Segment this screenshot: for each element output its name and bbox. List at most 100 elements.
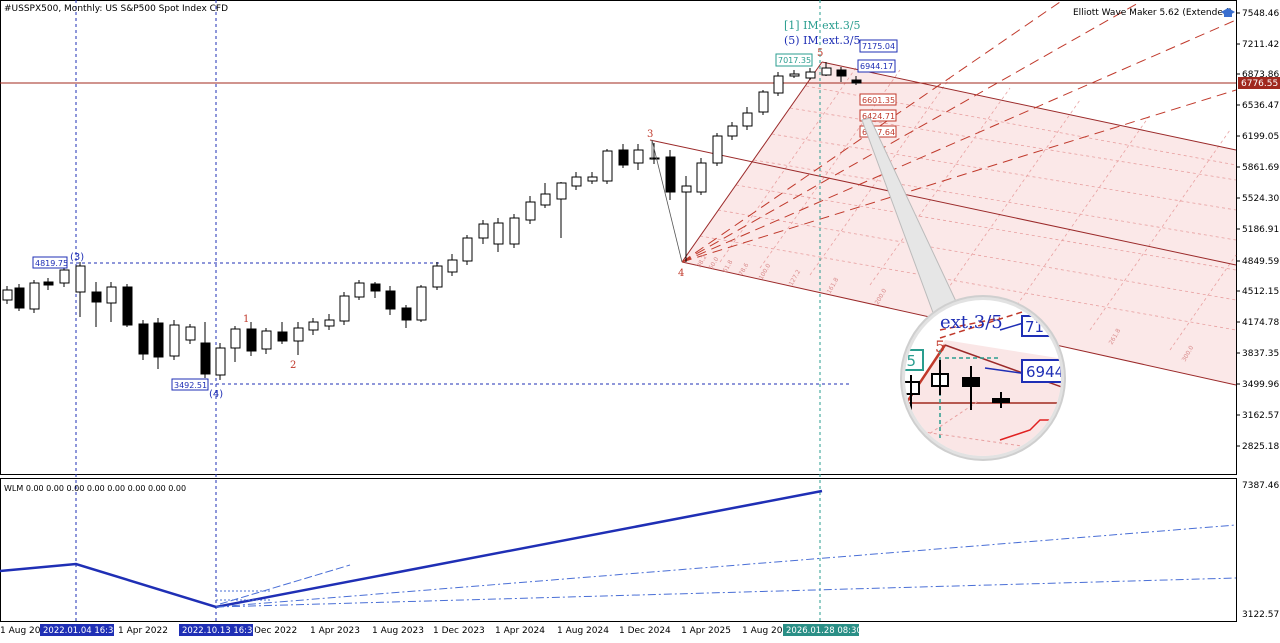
price-tick: 6873.86 (1242, 70, 1279, 80)
candle[interactable] (308, 318, 319, 335)
candle[interactable] (665, 150, 676, 200)
candle[interactable] (556, 182, 567, 238)
candle[interactable] (493, 218, 504, 252)
candle[interactable] (571, 172, 582, 190)
wave-label-red-5: 5 (817, 48, 823, 59)
candle[interactable] (789, 70, 800, 78)
candle[interactable] (602, 149, 613, 184)
candlesticks[interactable] (2, 62, 862, 380)
candle[interactable] (29, 280, 40, 313)
price-tick: 7211.42 (1242, 40, 1279, 50)
candle[interactable] (354, 280, 365, 300)
price-box-target-b: 6944.17 (857, 59, 896, 73)
svg-text:6944.17: 6944.17 (860, 62, 893, 71)
time-tick: 1 Dec 2023 (433, 626, 485, 636)
time-tick: 1 Aug 202 (0, 626, 46, 636)
indicator-panel[interactable] (0, 478, 1237, 622)
current-price-tag: 6776.55 (1238, 77, 1280, 89)
svg-text:6944: 6944 (1026, 363, 1064, 381)
candle[interactable] (277, 322, 288, 344)
candle[interactable] (230, 326, 241, 362)
time-tick: 1 Apr 2024 (495, 626, 545, 636)
price-box-peak: 7017.35 (775, 53, 813, 67)
candle[interactable] (261, 328, 272, 354)
price-tick: 6536.47 (1242, 101, 1279, 111)
candle[interactable] (339, 292, 350, 325)
time-tick: 1 Aug 2023 (372, 626, 424, 636)
wave-label-red-2: 2 (290, 360, 296, 371)
indicator-tick-top: 7387.46 (1242, 481, 1279, 491)
candle[interactable] (712, 133, 723, 166)
price-box-high-3: 4819.75 (32, 256, 68, 269)
time-tick: 1 Aug 2024 (557, 626, 609, 636)
ext-label-1: [1] IM ext.3/5 (784, 19, 861, 32)
candle[interactable] (727, 122, 738, 140)
candle[interactable] (478, 220, 489, 244)
time-highlight-label: 2022.01.04 16:30 (40, 624, 119, 636)
time-tick: 1 Apr 2022 (118, 626, 168, 636)
candle[interactable] (618, 144, 629, 168)
candle[interactable] (43, 278, 54, 290)
candle[interactable] (758, 90, 769, 115)
candle[interactable] (696, 158, 707, 195)
candle[interactable] (821, 62, 832, 76)
candle[interactable] (200, 322, 211, 378)
candle[interactable] (91, 282, 102, 327)
candle[interactable] (106, 282, 117, 322)
wave-label-red-4: 4 (678, 268, 684, 279)
svg-text:5: 5 (935, 337, 945, 356)
candle[interactable] (851, 76, 862, 85)
price-tick: 5186.91 (1242, 225, 1279, 235)
candle[interactable] (385, 286, 396, 315)
candle[interactable] (401, 305, 412, 328)
svg-text:2026.01.28 08:30: 2026.01.28 08:30 (786, 626, 862, 636)
candle[interactable] (59, 265, 70, 287)
time-markers (75, 0, 217, 621)
magnifier-lens: 35 6944 71 ext.3/5 5 (900, 295, 1066, 461)
candle[interactable] (447, 254, 458, 276)
candle[interactable] (587, 172, 598, 184)
candle[interactable] (681, 176, 692, 262)
candle[interactable] (153, 318, 164, 369)
candle[interactable] (75, 262, 86, 317)
candle[interactable] (540, 183, 551, 208)
svg-text:7017.35: 7017.35 (778, 56, 811, 65)
ea-title: Elliott Wave Maker 5.62 (Extended) (1073, 8, 1232, 18)
price-axis[interactable]: 7548.46 7211.42 6873.86 6536.47 6199.05 5861.… (1236, 9, 1279, 452)
wave-label-red-3: 3 (647, 129, 653, 140)
candle[interactable] (2, 286, 13, 304)
candle[interactable] (370, 282, 381, 298)
time-tick: 1 Apr 2025 (681, 626, 731, 636)
candle[interactable] (293, 322, 304, 355)
candle[interactable] (742, 107, 753, 130)
wave-label-3: (3) (70, 252, 84, 263)
candle[interactable] (633, 144, 644, 170)
candle[interactable] (169, 320, 180, 360)
candle[interactable] (805, 68, 816, 80)
candle[interactable] (185, 324, 196, 344)
candle[interactable] (324, 314, 335, 330)
candle[interactable] (432, 262, 443, 290)
price-tick: 7548.46 (1242, 9, 1279, 19)
candle[interactable] (836, 67, 847, 82)
candle[interactable] (509, 214, 520, 248)
candle[interactable] (138, 320, 149, 360)
candle[interactable] (246, 322, 257, 356)
price-box-red-2: 6424.71 (859, 109, 897, 122)
candle[interactable] (14, 284, 25, 311)
time-tick: 1 Aug 202 (742, 626, 788, 636)
svg-text:2022.10.13 16:30: 2022.10.13 16:30 (182, 626, 258, 636)
candle[interactable] (462, 235, 473, 265)
candle[interactable] (525, 196, 536, 224)
time-highlight-label: 2026.01.28 08:30 (783, 624, 862, 636)
price-tick: 4849.59 (1242, 257, 1279, 267)
candle[interactable] (416, 285, 427, 322)
price-tick: 5861.69 (1242, 163, 1279, 173)
candle[interactable] (122, 284, 133, 327)
symbol-title: #USSPX500, Monthly: US S&P500 Spot Index… (4, 4, 228, 14)
candle[interactable] (773, 72, 784, 96)
time-axis[interactable]: 1 Aug 202 1 Apr 2022 Dec 2022 1 Apr 2023 1 A… (0, 624, 862, 636)
svg-text:6247.64: 6247.64 (862, 128, 895, 137)
candle[interactable] (215, 343, 226, 380)
